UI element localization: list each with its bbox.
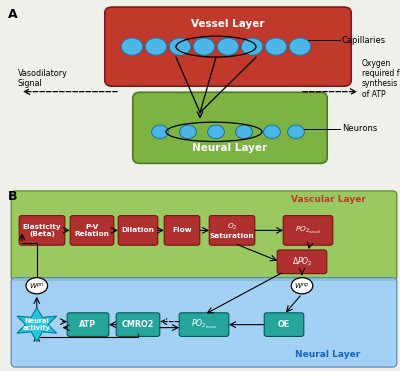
Circle shape	[291, 278, 313, 294]
Text: Oxygen
required for
synthesis
of ATP: Oxygen required for synthesis of ATP	[362, 59, 400, 99]
Circle shape	[264, 125, 280, 139]
Circle shape	[265, 38, 287, 55]
FancyBboxPatch shape	[283, 216, 333, 245]
Circle shape	[289, 38, 311, 55]
FancyBboxPatch shape	[133, 92, 327, 163]
Text: Neural Layer: Neural Layer	[295, 350, 361, 359]
Text: $W^{np}$: $W^{np}$	[294, 281, 310, 291]
Circle shape	[169, 38, 191, 55]
Circle shape	[26, 278, 48, 294]
Circle shape	[180, 125, 196, 139]
Text: Neural
activity: Neural activity	[23, 318, 51, 331]
Circle shape	[145, 38, 167, 55]
FancyBboxPatch shape	[11, 191, 397, 280]
Polygon shape	[17, 308, 56, 342]
Circle shape	[152, 125, 168, 139]
FancyBboxPatch shape	[105, 7, 351, 86]
FancyBboxPatch shape	[264, 313, 304, 336]
FancyBboxPatch shape	[67, 313, 109, 336]
Text: ATP: ATP	[80, 320, 96, 329]
Circle shape	[236, 125, 252, 139]
Circle shape	[217, 38, 239, 55]
Circle shape	[121, 38, 143, 55]
Text: $\Delta PO_2$: $\Delta PO_2$	[292, 256, 312, 268]
Text: Flow: Flow	[172, 227, 192, 233]
FancyBboxPatch shape	[118, 216, 158, 245]
Text: $PO_{2_{tissue}}$: $PO_{2_{tissue}}$	[190, 318, 218, 331]
FancyBboxPatch shape	[19, 216, 65, 245]
Text: Capillaries: Capillaries	[342, 36, 386, 45]
Text: Vascular Layer: Vascular Layer	[290, 196, 366, 204]
FancyBboxPatch shape	[209, 216, 255, 245]
FancyBboxPatch shape	[164, 216, 200, 245]
Text: Vasodilatory
Signal: Vasodilatory Signal	[18, 69, 68, 88]
Text: P-V
Relation: P-V Relation	[74, 224, 110, 237]
Text: $PO_{2_{vessel}}$: $PO_{2_{vessel}}$	[294, 225, 322, 236]
FancyBboxPatch shape	[70, 216, 114, 245]
Text: Vessel Layer: Vessel Layer	[191, 19, 265, 29]
Text: B: B	[8, 190, 18, 203]
Text: Elasticity
(Beta): Elasticity (Beta)	[23, 224, 61, 237]
Text: $W^{pn}$: $W^{pn}$	[29, 281, 45, 291]
FancyBboxPatch shape	[179, 313, 229, 336]
Text: A: A	[8, 8, 18, 21]
Text: Neurons: Neurons	[342, 124, 377, 133]
Circle shape	[288, 125, 304, 139]
FancyBboxPatch shape	[116, 313, 160, 336]
Text: Dilation: Dilation	[122, 227, 154, 233]
Circle shape	[241, 38, 263, 55]
FancyBboxPatch shape	[11, 278, 397, 367]
Text: $O_2$
Saturation: $O_2$ Saturation	[210, 222, 254, 239]
FancyBboxPatch shape	[277, 250, 327, 274]
Text: OE: OE	[278, 320, 290, 329]
Circle shape	[193, 38, 215, 55]
Text: Neural Layer: Neural Layer	[192, 143, 268, 153]
Circle shape	[208, 125, 224, 139]
Text: CMRO2: CMRO2	[122, 320, 154, 329]
